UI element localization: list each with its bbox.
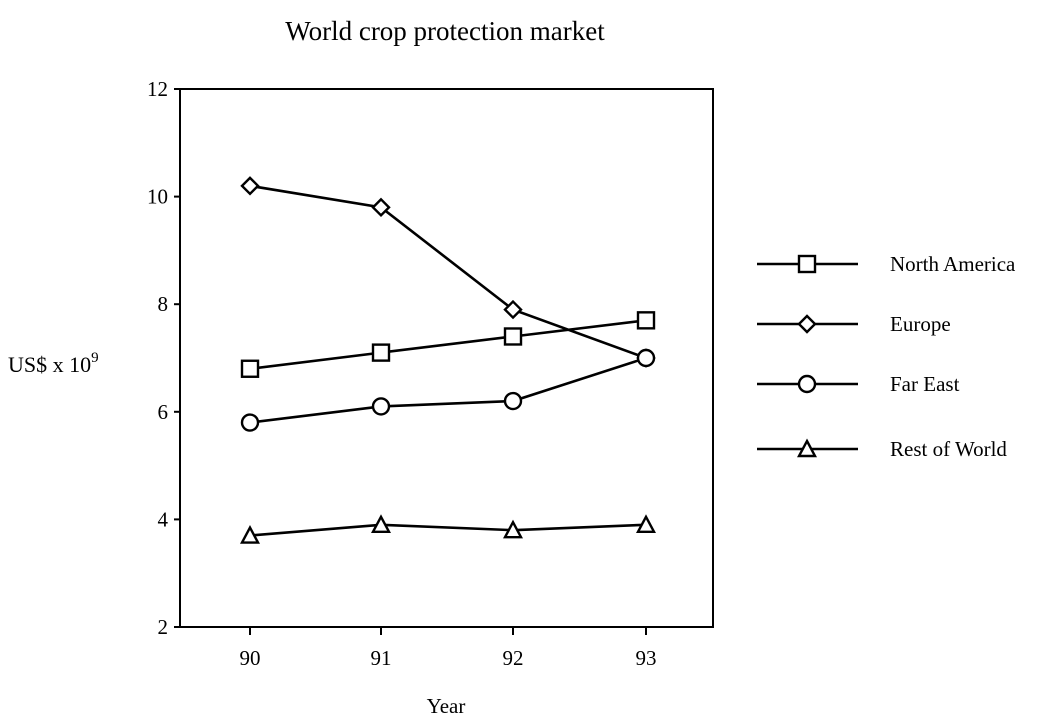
- legend-marker-square: [797, 254, 817, 274]
- data-point-circle: [240, 413, 260, 432]
- y-axis-label: US$ x 109: [8, 350, 99, 377]
- y-tick-label: 12: [147, 77, 168, 101]
- data-point-diamond: [503, 299, 523, 320]
- series-line: [249, 356, 647, 424]
- x-axis-label: Year: [427, 694, 466, 718]
- legend: North America Europe Far East Rest of World: [757, 252, 1016, 461]
- series-north-america: [240, 311, 656, 378]
- data-point-square: [503, 327, 523, 346]
- y-axis-label-text: US$ x 10: [8, 352, 91, 377]
- y-tick-label: 8: [158, 292, 169, 316]
- legend-label: Far East: [890, 372, 960, 396]
- series-layer: [240, 176, 656, 544]
- data-point-circle: [503, 391, 523, 411]
- series-line: [249, 523, 647, 537]
- series-line: [249, 184, 647, 360]
- y-axis-label-exponent: 9: [91, 350, 99, 366]
- legend-label: Europe: [890, 312, 951, 336]
- data-point-square: [636, 311, 656, 330]
- legend-item: North America: [757, 252, 1016, 276]
- legend-item: Europe: [757, 312, 951, 336]
- y-tick-label: 4: [158, 507, 169, 531]
- y-tick-label: 10: [147, 185, 168, 209]
- legend-marker-triangle: [797, 438, 817, 458]
- x-axis: 90 91 92 93: [240, 627, 657, 670]
- legend-label: North America: [890, 252, 1016, 276]
- legend-item: Rest of World: [757, 437, 1007, 461]
- legend-marker-circle: [797, 374, 817, 394]
- y-tick-label: 2: [158, 615, 169, 639]
- x-tick-label: 90: [240, 646, 261, 670]
- legend-marker-diamond: [797, 314, 817, 334]
- data-point-square: [240, 359, 260, 378]
- y-axis: 2 4 6 8 10 12: [147, 77, 180, 639]
- data-point-triangle: [636, 514, 656, 533]
- x-tick-label: 92: [503, 646, 524, 670]
- series-line: [249, 319, 647, 371]
- data-point-circle: [371, 397, 391, 416]
- x-tick-label: 91: [371, 646, 392, 670]
- data-point-diamond: [240, 176, 260, 196]
- chart-title: World crop protection market: [285, 16, 605, 46]
- data-point-triangle: [371, 514, 391, 533]
- y-tick-label: 6: [158, 400, 169, 424]
- data-point-circle: [636, 348, 656, 368]
- data-point-triangle: [240, 524, 260, 544]
- data-point-square: [371, 343, 391, 362]
- plot-frame: [179, 88, 714, 628]
- series-rest-of-world: [240, 514, 656, 544]
- x-tick-label: 93: [636, 646, 657, 670]
- data-point-triangle: [503, 519, 523, 539]
- legend-item: Far East: [757, 372, 960, 396]
- series-europe: [240, 176, 656, 368]
- data-point-diamond: [371, 197, 391, 218]
- series-far-east: [240, 348, 656, 432]
- legend-label: Rest of World: [890, 437, 1007, 461]
